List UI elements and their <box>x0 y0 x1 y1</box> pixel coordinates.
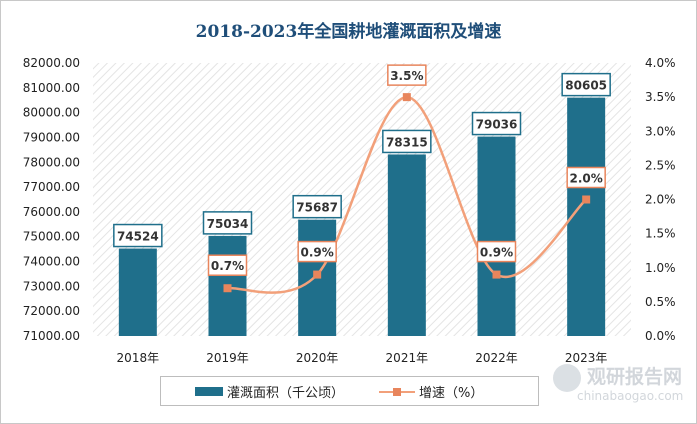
growth-marker-2 <box>313 270 322 279</box>
bar-value-label: 80605 <box>565 79 607 93</box>
y-right-tick-label: 1.5% <box>645 227 676 241</box>
chart-title: 2018-2023年全国耕地灌溉面积及增速 <box>195 22 502 42</box>
legend-label-bar: 灌溉面积（千公顷） <box>227 386 345 401</box>
growth-marker-4 <box>492 270 501 279</box>
x-tick-label: 2021年 <box>386 351 429 365</box>
y-left-tick-label: 77000.00 <box>23 180 80 194</box>
y-right-tick-label: 0.0% <box>645 329 676 343</box>
y-right-tick-label: 0.5% <box>645 295 676 309</box>
y-right-tick-label: 2.5% <box>645 158 676 172</box>
growth-value-label: 0.9% <box>301 246 334 260</box>
x-tick-label: 2020年 <box>296 351 339 365</box>
legend-item-line: 增速（%） <box>379 382 483 401</box>
watermark-sub: chinabaogao.com <box>577 389 684 403</box>
growth-label-box-4 <box>476 240 517 263</box>
y-left-tick-label: 78000.00 <box>23 155 80 169</box>
bar-3 <box>387 154 426 336</box>
bar-label-box-2 <box>292 194 342 219</box>
legend-swatch-line <box>379 387 415 397</box>
bar-value-label: 75034 <box>207 217 249 231</box>
watermark-logo: 观研报告网 chinabaogao.com <box>553 362 683 410</box>
y-left-tick-label: 73000.00 <box>23 279 80 293</box>
y-right-tick-label: 4.0% <box>645 56 676 70</box>
y-right-tick-label: 2.0% <box>645 193 676 207</box>
y-left-tick-label: 82000.00 <box>23 56 80 70</box>
legend-item-bar: 灌溉面积（千公顷） <box>195 382 344 401</box>
y-left-tick-label: 80000.00 <box>23 106 80 120</box>
bar-value-label: 74524 <box>117 230 159 244</box>
y-left-tick-label: 81000.00 <box>23 81 80 95</box>
y-left-tick-label: 79000.00 <box>23 130 80 144</box>
x-tick-label: 2019年 <box>206 351 249 365</box>
logo-icon <box>553 364 581 392</box>
bar-label-box-0 <box>113 223 163 248</box>
bar-label-box-1 <box>202 211 253 235</box>
bar-label-box-4 <box>471 111 522 136</box>
x-tick-label: 2018年 <box>117 351 160 365</box>
legend-label-line: 增速（%） <box>419 386 484 401</box>
growth-value-label: 0.7% <box>211 259 244 273</box>
y-right-tick-label: 3.0% <box>645 124 676 138</box>
growth-label-box-5 <box>566 166 606 189</box>
bar-0 <box>118 248 157 336</box>
bar-5 <box>567 97 606 336</box>
growth-marker-5 <box>582 195 591 204</box>
growth-marker-3 <box>402 93 411 102</box>
growth-label-box-1 <box>207 254 248 276</box>
growth-marker-1 <box>223 284 232 293</box>
x-tick-label: 2023年 <box>565 351 608 365</box>
plot-area <box>93 63 631 336</box>
bar-label-box-5 <box>561 72 611 97</box>
y-left-tick-label: 75000.00 <box>23 230 80 244</box>
growth-value-label: 3.5% <box>390 69 423 83</box>
legend-swatch-bar <box>195 387 223 396</box>
y-left-tick-label: 72000.00 <box>23 304 80 318</box>
y-left-tick-label: 76000.00 <box>23 205 80 219</box>
bar-label-box-3 <box>382 129 432 154</box>
growth-value-label: 0.9% <box>480 246 513 260</box>
growth-label-box-2 <box>297 240 337 263</box>
growth-label-box-3 <box>387 64 427 86</box>
y-right-tick-label: 3.5% <box>645 90 676 104</box>
bar-4 <box>477 136 516 336</box>
y-left-tick-label: 71000.00 <box>23 329 80 343</box>
legend: 灌溉面积（千公顷） 增速（%） <box>160 376 539 406</box>
watermark-main: 观研报告网 <box>587 366 683 388</box>
y-right-tick-label: 1.0% <box>645 261 676 275</box>
bar-value-label: 75687 <box>296 201 338 215</box>
bar-value-label: 79036 <box>476 118 518 132</box>
x-tick-label: 2022年 <box>475 351 518 365</box>
growth-value-label: 2.0% <box>570 172 603 186</box>
y-left-tick-label: 74000.00 <box>23 255 80 269</box>
bar-value-label: 78315 <box>386 135 428 149</box>
